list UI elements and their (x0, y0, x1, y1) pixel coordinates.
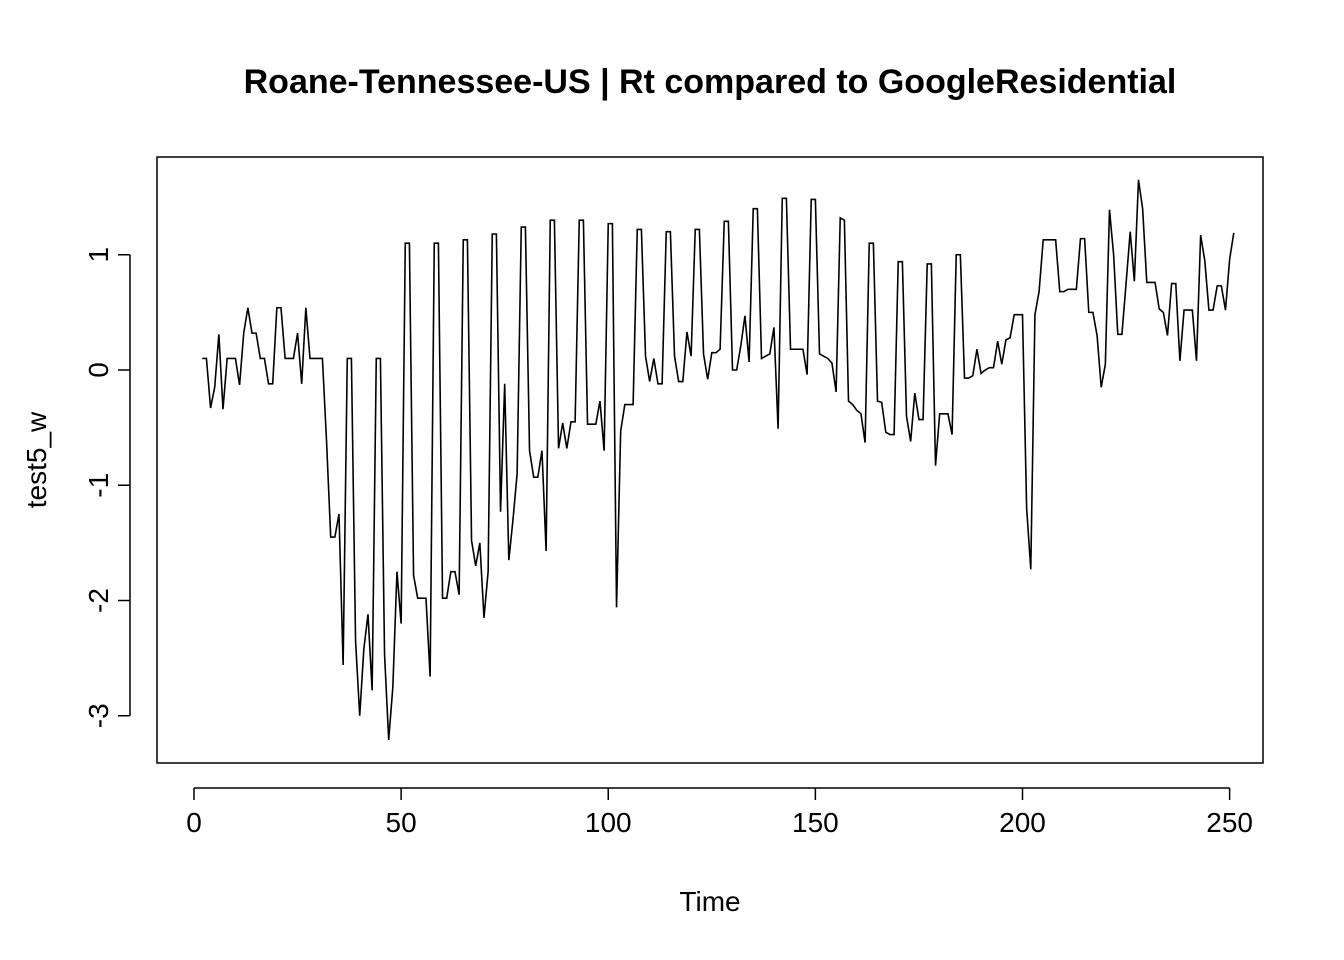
x-tick-label: 50 (386, 807, 417, 838)
x-axis-label: Time (679, 886, 740, 917)
x-tick-label: 250 (1206, 807, 1253, 838)
x-tick-label: 0 (186, 807, 202, 838)
x-tick-label: 100 (585, 807, 632, 838)
y-axis: -3 -2 -1 0 1 (83, 247, 131, 728)
x-axis: 0 50 100 150 200 250 (186, 787, 1253, 838)
y-axis-label: test5_w (21, 411, 52, 508)
y-tick-label: -2 (83, 588, 114, 613)
y-tick-label: -3 (83, 703, 114, 728)
series-line (202, 179, 1235, 741)
plot-frame (156, 156, 1264, 764)
x-tick-label: 200 (999, 807, 1046, 838)
x-tick-label: 150 (792, 807, 839, 838)
y-tick-label: 1 (83, 247, 114, 263)
y-tick-label: -1 (83, 473, 114, 498)
y-tick-label: 0 (83, 362, 114, 378)
chart-title: Roane-Tennessee-US | Rt compared to Goog… (244, 63, 1177, 101)
